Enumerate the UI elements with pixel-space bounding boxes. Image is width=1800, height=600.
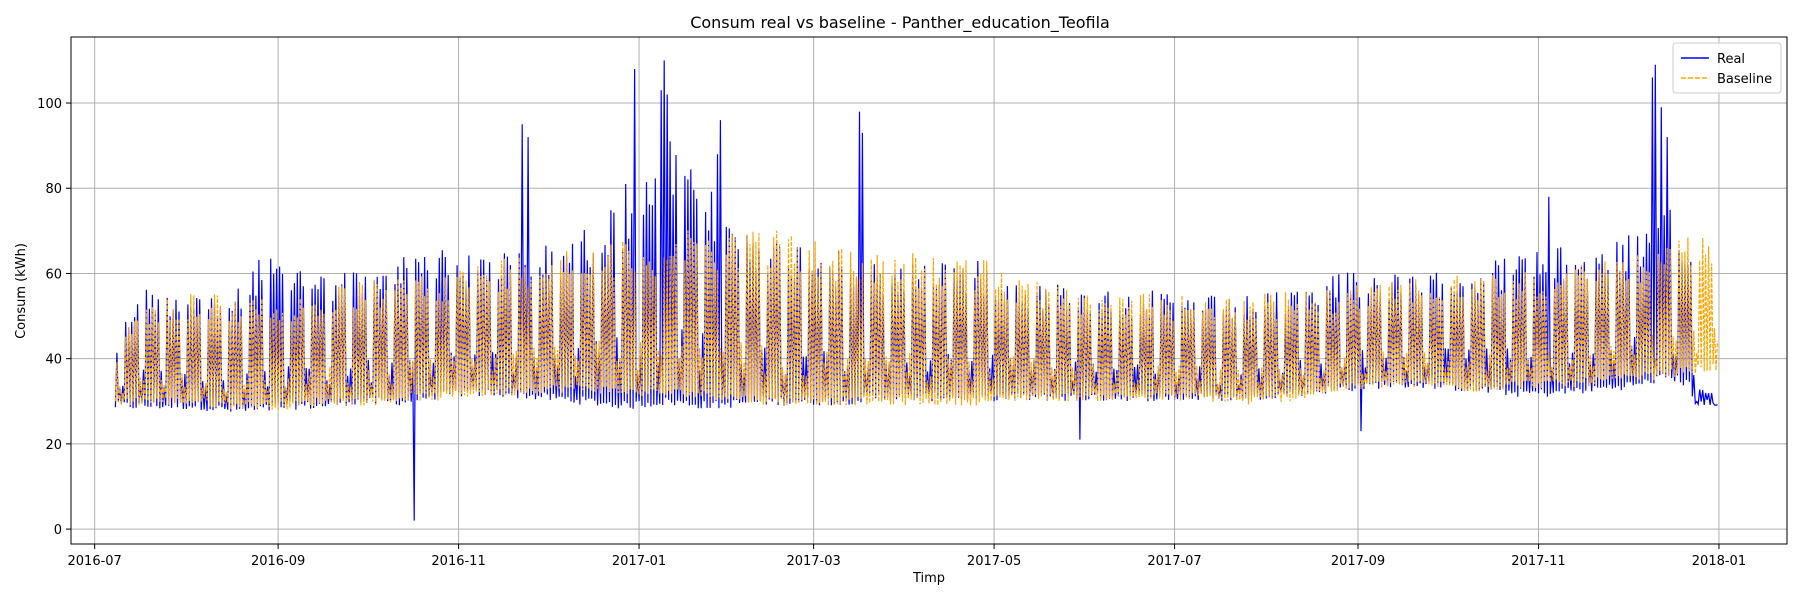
x-tick-label: 2017-05 <box>967 554 1021 569</box>
x-tick-label: 2016-07 <box>68 554 122 569</box>
plot-frame <box>70 36 1788 545</box>
plot-area <box>114 60 1719 521</box>
x-tick-label: 2018-01 <box>1692 554 1746 569</box>
y-axis: 0 20 40 60 80 100 <box>37 97 71 538</box>
x-axis-label: Timp <box>912 571 945 586</box>
legend-label-baseline: Baseline <box>1717 72 1772 87</box>
x-tick-label: 2017-09 <box>1331 554 1385 569</box>
y-tick-label: 0 <box>54 523 62 538</box>
legend-label-real: Real <box>1717 52 1745 67</box>
x-tick-label: 2017-07 <box>1147 554 1201 569</box>
x-tick-label: 2017-01 <box>612 554 666 569</box>
y-tick-label: 100 <box>37 97 62 112</box>
x-tick-label: 2017-03 <box>786 554 840 569</box>
x-axis: 2016-07 2016-09 2016-11 2017-01 2017-03 2017-… <box>68 544 1746 569</box>
x-tick-label: 2016-11 <box>431 554 485 569</box>
chart-title: Consum real vs baseline - Panther_educat… <box>690 13 1110 33</box>
x-tick-label: 2017-11 <box>1511 554 1565 569</box>
x-tick-label: 2016-09 <box>251 554 305 569</box>
y-tick-label: 40 <box>45 353 62 368</box>
y-axis-label: Consum (kWh) <box>14 243 29 339</box>
legend: Real Baseline <box>1672 42 1782 94</box>
grid <box>71 37 1787 544</box>
y-tick-label: 20 <box>45 438 62 453</box>
series-line-baseline <box>114 230 1719 410</box>
y-tick-label: 80 <box>45 182 62 197</box>
y-tick-label: 60 <box>45 267 62 282</box>
legend-box <box>1672 42 1782 94</box>
